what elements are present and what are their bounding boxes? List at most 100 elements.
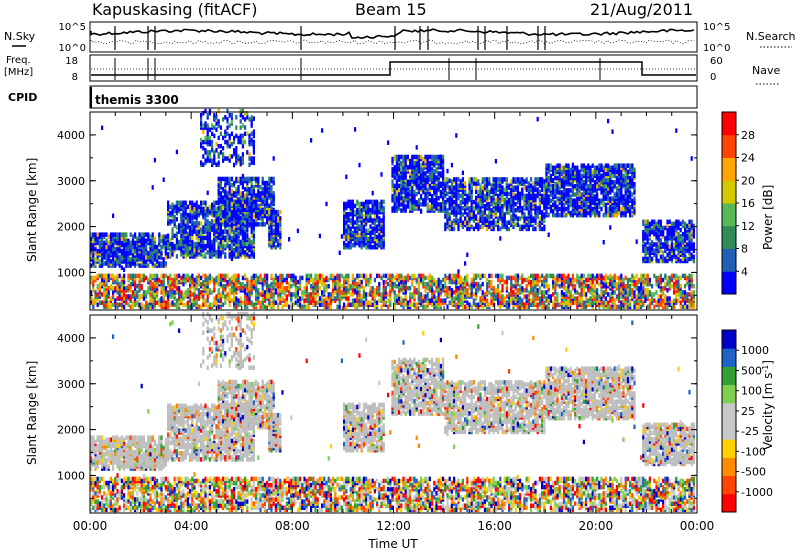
echo-cell <box>116 277 119 283</box>
echo-cell <box>208 141 211 147</box>
echo-cell <box>202 146 205 151</box>
echo-cell <box>431 298 434 303</box>
echo-cell <box>437 154 440 160</box>
echo-cell <box>131 294 134 299</box>
echo-cell <box>248 217 251 223</box>
echo-cell <box>380 242 383 248</box>
echo-cell <box>503 177 506 182</box>
echo-cell <box>360 212 363 217</box>
echo-cell <box>219 281 222 287</box>
echo-cell <box>376 228 379 233</box>
echo-cell <box>127 283 130 289</box>
echo-cell <box>266 279 269 285</box>
nave-tick-bottom: 0 <box>710 72 716 83</box>
echo-cell <box>477 193 480 199</box>
echo-cell <box>90 232 93 237</box>
echo-cell <box>501 193 504 199</box>
echo-cell <box>354 209 357 215</box>
echo-cell <box>382 230 385 236</box>
echo-cell <box>204 252 207 257</box>
echo-cell <box>448 201 451 207</box>
echo-cell <box>521 279 524 285</box>
echo-cell <box>94 250 97 256</box>
echo-cell <box>248 117 251 122</box>
echo-cell <box>534 226 537 232</box>
echo-cell <box>250 207 253 213</box>
echo-cell <box>365 205 368 211</box>
echo-cell <box>283 286 286 291</box>
echo-cell <box>510 279 513 285</box>
echo-cell <box>424 183 427 189</box>
echo-cell <box>233 139 236 145</box>
echo-cell <box>246 233 249 239</box>
echo-cell <box>358 302 361 308</box>
echo-cell <box>274 228 277 233</box>
echo-cell <box>450 179 453 184</box>
echo-cell <box>417 179 420 184</box>
echo-cell <box>395 202 398 207</box>
echo-cell <box>235 133 238 139</box>
echo-cell <box>314 273 317 279</box>
echo-cell <box>514 201 517 207</box>
echo-cell <box>527 304 530 310</box>
echo-cell <box>395 283 398 289</box>
echo-cell <box>246 277 249 283</box>
echo-cell <box>134 302 137 308</box>
echo-cell <box>129 250 132 256</box>
echo-cell <box>204 135 207 141</box>
echo-cell <box>481 273 484 279</box>
echo-cell <box>433 198 436 203</box>
echo-cell <box>360 294 363 299</box>
echo-cell <box>158 248 161 254</box>
echo-cell <box>189 231 192 236</box>
echo-cell <box>160 296 163 301</box>
echo-cell <box>123 304 126 310</box>
echo-cell <box>499 273 502 279</box>
echo-cell <box>391 156 394 162</box>
echo-cell <box>261 207 264 213</box>
nsearch-tick-top: 10^5 <box>703 22 730 33</box>
echo-cell <box>233 229 236 234</box>
echo-cell <box>160 290 163 295</box>
echo-cell <box>371 199 374 205</box>
echo-cell <box>105 296 108 301</box>
echo-cell <box>530 218 533 223</box>
echo-cell <box>455 181 458 186</box>
echo-cell <box>219 243 222 249</box>
echo-cell <box>217 273 220 279</box>
echo-cell <box>466 216 469 221</box>
echo-cell <box>371 236 374 242</box>
echo-cell <box>252 254 255 259</box>
echo-cell <box>461 170 464 176</box>
echo-cell <box>164 273 167 279</box>
echo-cell <box>343 302 346 308</box>
echo-cell <box>503 187 506 192</box>
echo-cell <box>274 245 277 250</box>
echo-cell <box>481 304 484 310</box>
echo-cell <box>274 288 277 293</box>
echo-cell <box>402 283 405 289</box>
echo-cell <box>503 218 506 223</box>
echo-cell <box>450 162 453 168</box>
echo-cell <box>103 248 106 254</box>
echo-cell <box>217 304 220 310</box>
echo-cell <box>261 281 264 287</box>
echo-cell <box>145 255 148 260</box>
echo-cell <box>112 273 115 279</box>
echo-cell <box>439 154 442 160</box>
echo-cell <box>107 253 110 258</box>
echo-cell <box>510 193 513 199</box>
echo-cell <box>292 281 295 287</box>
echo-cell <box>131 290 134 295</box>
echo-cell <box>391 273 394 279</box>
echo-cell <box>420 162 423 168</box>
echo-cell <box>486 286 489 291</box>
echo-cell <box>233 292 236 297</box>
echo-cell <box>193 202 196 208</box>
echo-cell <box>470 177 473 182</box>
echo-cell <box>228 184 231 190</box>
echo-cell <box>200 227 203 232</box>
echo-cell <box>222 187 225 192</box>
echo-cell <box>219 143 222 149</box>
echo-cell <box>224 252 227 257</box>
